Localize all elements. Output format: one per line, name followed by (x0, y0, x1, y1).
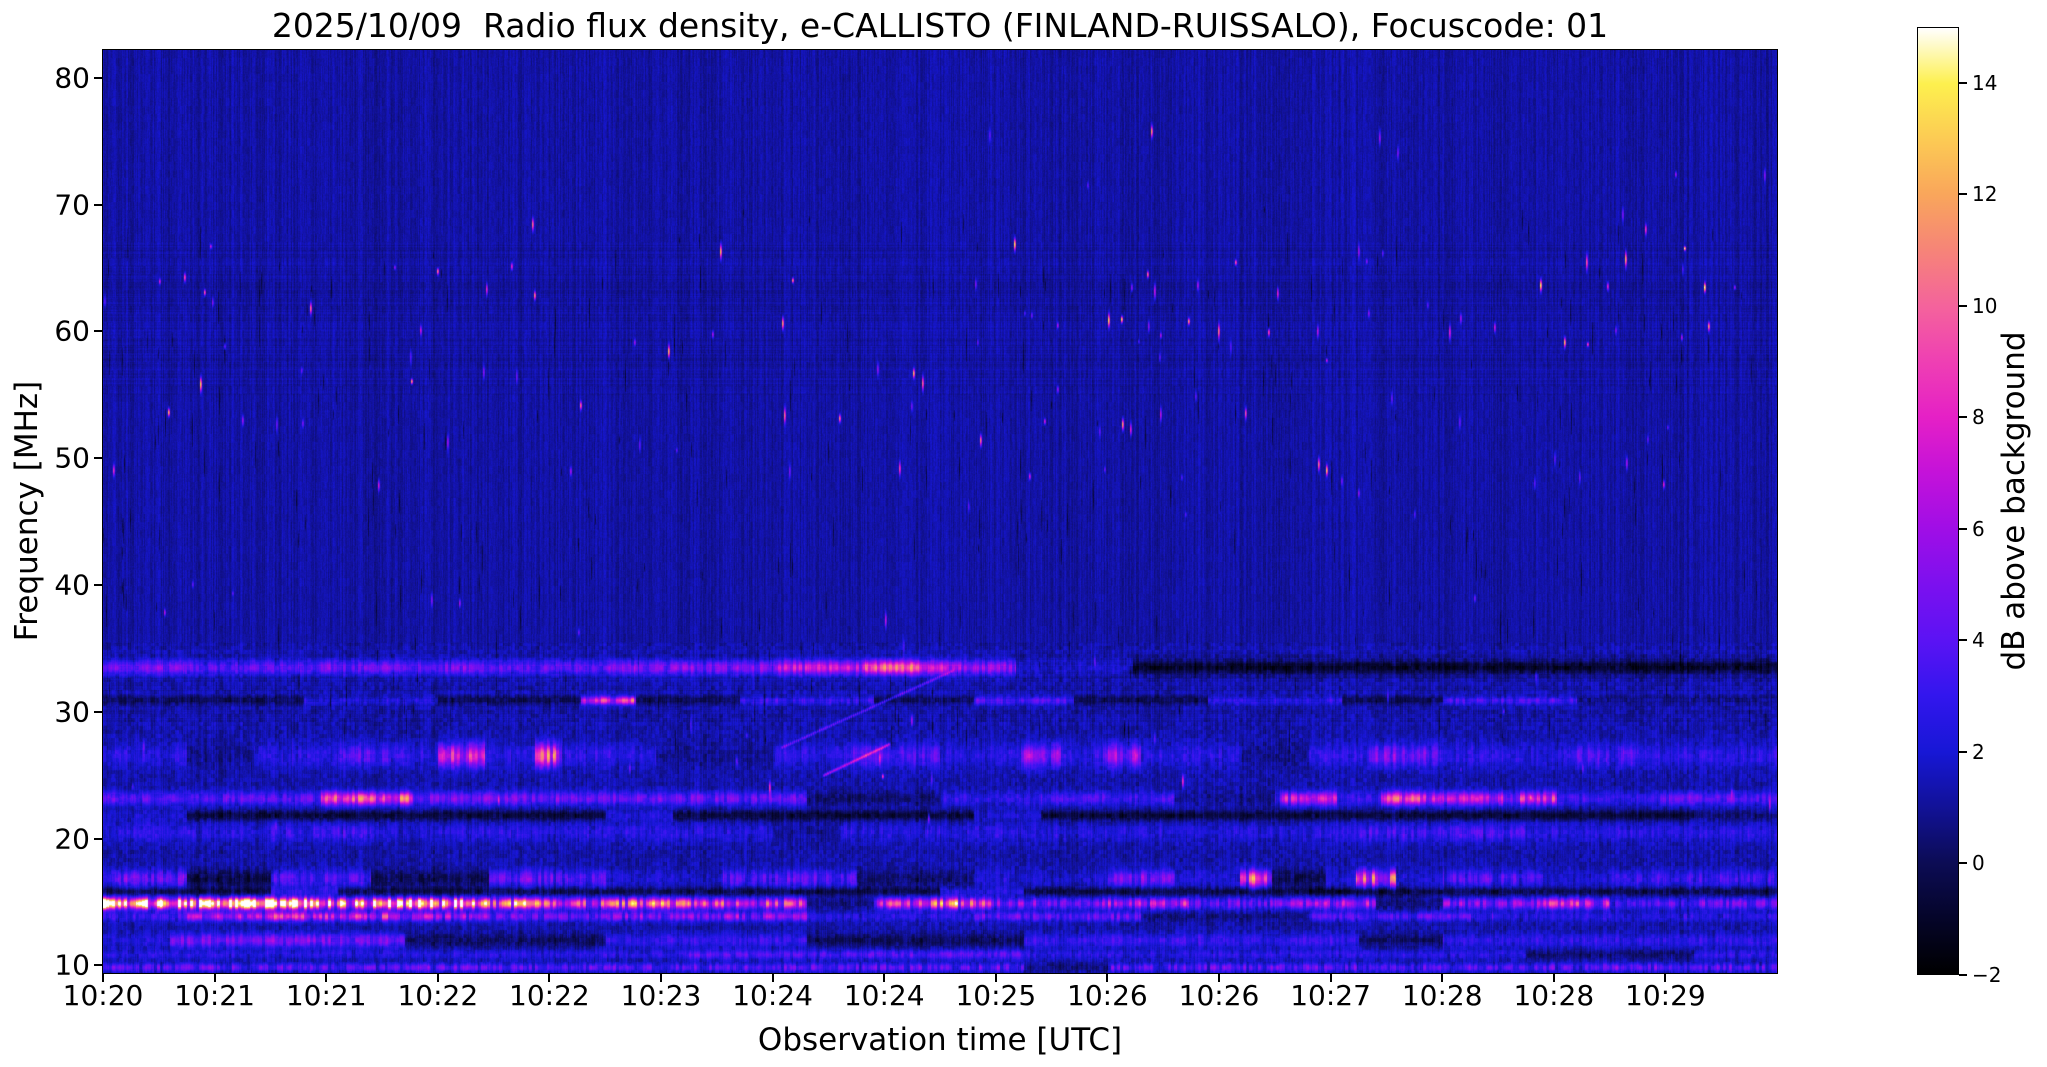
chart-title: 2025/10/09 Radio flux density, e-CALLIST… (271, 6, 1609, 45)
x-tick-label: 10:26 (1067, 979, 1148, 1012)
x-tick-label: 10:25 (955, 979, 1037, 1012)
x-tick-label: 10:29 (1625, 979, 1706, 1012)
colorbar-tick-label: 4 (1972, 628, 1985, 653)
x-tick-label: 10:22 (397, 979, 479, 1012)
colorbar-tick-label: −2 (1972, 963, 2002, 987)
colorbar (1917, 27, 1959, 975)
y-tick-mark (94, 964, 103, 967)
colorbar-tick-mark (1959, 974, 1967, 976)
y-tick-mark (94, 457, 103, 460)
x-tick-mark (994, 973, 997, 982)
x-tick-label: 10:27 (1290, 979, 1371, 1012)
y-tick-label: 30 (54, 695, 90, 729)
y-tick-mark (94, 584, 103, 587)
colorbar-tick-label: 14 (1972, 70, 1998, 95)
x-tick-label: 10:24 (843, 979, 925, 1012)
spectrogram-heatmap (103, 50, 1777, 973)
x-tick-mark (102, 973, 104, 982)
x-tick-mark (213, 973, 216, 982)
x-tick-mark (1218, 973, 1220, 982)
x-tick-mark (660, 973, 662, 982)
x-tick-mark (1441, 973, 1444, 982)
x-tick-mark (1552, 973, 1555, 982)
colorbar-tick-label: 12 (1972, 182, 1998, 207)
y-tick-label: 20 (54, 822, 90, 856)
y-tick-label: 60 (54, 314, 90, 348)
y-tick-mark (94, 837, 103, 840)
x-tick-label: 10:20 (62, 979, 144, 1012)
y-tick-mark (94, 710, 103, 713)
x-tick-label: 10:22 (509, 979, 590, 1012)
colorbar-tick-mark (1959, 193, 1967, 196)
y-tick-label: 80 (54, 61, 90, 95)
colorbar-tick-label: 10 (1972, 293, 1998, 318)
colorbar-tick-label: 2 (1972, 739, 1985, 764)
x-tick-mark (1664, 973, 1667, 982)
x-tick-label: 10:21 (285, 979, 367, 1012)
x-tick-mark (771, 973, 774, 982)
x-tick-label: 10:26 (1178, 979, 1260, 1012)
x-axis-label: Observation time [UTC] (757, 1022, 1123, 1058)
x-tick-mark (1329, 973, 1332, 982)
x-tick-label: 10:28 (1513, 979, 1595, 1012)
x-tick-mark (436, 973, 439, 982)
x-tick-mark (548, 973, 551, 982)
x-tick-label: 10:21 (174, 979, 255, 1012)
y-tick-mark (94, 76, 103, 79)
y-tick-label: 50 (54, 441, 90, 475)
x-tick-label: 10:23 (620, 979, 702, 1012)
colorbar-tick-label: 8 (1972, 405, 1985, 430)
x-tick-mark (1106, 973, 1109, 982)
x-tick-mark (883, 973, 886, 982)
y-tick-label: 70 (54, 188, 90, 222)
colorbar-tick-label: 0 (1972, 851, 1985, 876)
colorbar-tick-mark (1959, 81, 1967, 84)
x-tick-label: 10:28 (1401, 979, 1483, 1012)
x-tick-label: 10:24 (732, 979, 813, 1012)
colorbar-tick-mark (1959, 416, 1967, 419)
y-tick-mark (94, 330, 103, 333)
y-tick-label: 40 (54, 568, 90, 602)
y-tick-mark (94, 203, 103, 206)
colorbar-label: dB above background (1996, 331, 2032, 671)
y-tick-label: 10 (54, 948, 90, 982)
colorbar-tick-mark (1959, 750, 1967, 753)
colorbar-tick-label: 6 (1972, 516, 1985, 541)
y-axis-label: Frequency [MHz] (9, 380, 45, 642)
colorbar-tick-mark (1959, 639, 1967, 642)
x-tick-mark (325, 973, 328, 982)
colorbar-tick-mark (1959, 862, 1967, 865)
colorbar-tick-mark (1959, 304, 1967, 307)
colorbar-tick-mark (1959, 527, 1967, 530)
